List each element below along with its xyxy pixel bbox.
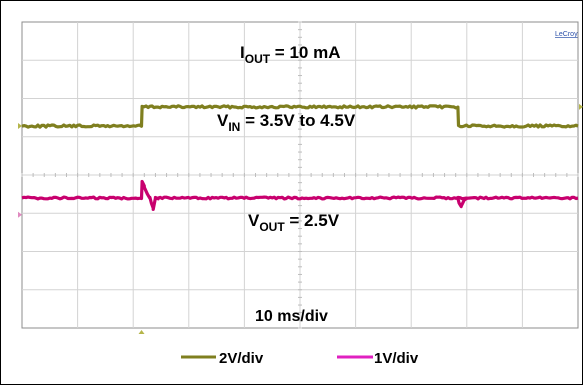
trigger-level-marker	[579, 103, 583, 110]
channel-marker-b	[18, 211, 22, 218]
traces	[21, 104, 579, 211]
trace-vout-1v-div-transient	[456, 197, 468, 209]
trace-vout-1v-div	[21, 179, 579, 211]
grid	[21, 21, 579, 329]
vout-annotation: VOUT = 2.5V	[248, 211, 340, 234]
legend-label-2v: 2V/div	[219, 350, 264, 367]
x-axis-label: 10 ms/div	[255, 308, 328, 325]
vin-annotation: VIN = 3.5V to 4.5V	[217, 111, 356, 134]
channel-markers	[18, 103, 583, 334]
trace-vin-2v-div	[21, 104, 579, 129]
channel-marker-a	[18, 123, 22, 129]
iout-annotation: IOUT = 10 mA	[240, 43, 340, 66]
legend-label-1v: 1V/div	[374, 350, 419, 367]
trigger-marker	[138, 330, 145, 334]
brand-label: LeCroy	[555, 31, 578, 38]
